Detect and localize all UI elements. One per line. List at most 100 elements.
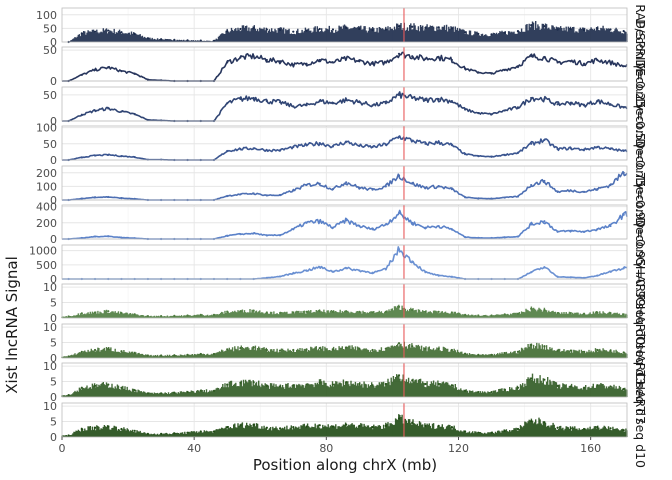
data-point	[226, 30, 229, 33]
y-tick-label: 0	[50, 75, 57, 88]
y-tick-label: 0	[50, 36, 57, 49]
data-point	[239, 97, 242, 101]
y-tick-label: 0	[50, 115, 57, 128]
data-point	[424, 226, 427, 229]
y-tick-label: 200	[36, 167, 57, 180]
facet-strip-label: Decon γ=0.25	[633, 19, 648, 108]
data-point	[622, 213, 625, 216]
data-point	[278, 101, 282, 104]
signal-track	[68, 21, 628, 42]
facet-strip-label: Decon γ=0.95	[633, 177, 648, 266]
data-point	[345, 98, 348, 102]
data-point	[173, 38, 176, 41]
data-point	[530, 419, 533, 423]
x-tick-label: 160	[580, 442, 601, 455]
y-tick-label: 50	[43, 138, 57, 151]
data-point	[80, 32, 83, 35]
y-tick-label: 5	[50, 337, 57, 350]
data-point	[411, 55, 414, 58]
data-point	[424, 382, 427, 386]
data-point	[596, 426, 599, 429]
data-point	[503, 196, 506, 199]
data-point	[278, 60, 282, 63]
data-point	[292, 311, 295, 314]
data-point	[278, 28, 282, 32]
data-point	[463, 389, 467, 392]
data-point	[556, 275, 559, 278]
data-point	[146, 118, 150, 122]
data-point	[477, 390, 480, 394]
data-point	[345, 219, 348, 222]
data-point	[530, 183, 533, 187]
data-point	[93, 311, 97, 314]
data-point	[490, 72, 493, 75]
data-point	[450, 348, 453, 352]
signal-track	[62, 91, 628, 122]
y-tick-label: 10	[43, 360, 57, 373]
data-point	[239, 424, 242, 427]
data-point	[530, 223, 533, 226]
data-point	[318, 381, 321, 384]
facet-strip-label: Decon γ=0.75	[633, 98, 648, 187]
facet-panel: 0 5 10 CHART seq d7	[43, 336, 648, 424]
data-point	[543, 138, 546, 142]
data-point	[397, 25, 401, 28]
data-point	[358, 101, 361, 104]
data-point	[556, 230, 559, 233]
data-point	[67, 355, 70, 358]
data-point	[530, 377, 533, 380]
data-point	[107, 195, 110, 199]
data-point	[278, 311, 282, 315]
data-point	[358, 347, 361, 350]
panel-border	[61, 165, 628, 201]
data-point	[345, 267, 348, 270]
data-point	[120, 350, 123, 353]
facet-strip-label: Decon γ=0.90	[633, 138, 648, 227]
data-point	[318, 266, 321, 269]
data-point	[371, 348, 374, 352]
y-tick-label: 50	[43, 89, 57, 102]
data-point	[358, 186, 361, 189]
data-point	[397, 342, 401, 345]
data-point	[397, 135, 401, 138]
data-point	[596, 100, 599, 103]
data-point	[345, 310, 348, 313]
data-point	[569, 60, 572, 63]
data-point	[305, 104, 308, 107]
data-point	[93, 426, 97, 429]
data-point	[371, 104, 374, 107]
data-point	[239, 56, 242, 59]
data-point	[173, 314, 176, 317]
data-point	[437, 424, 440, 427]
data-point	[186, 390, 189, 394]
data-point	[107, 347, 110, 350]
data-point	[530, 271, 533, 274]
data-point	[186, 353, 189, 357]
data-point	[384, 223, 387, 226]
data-point	[80, 113, 83, 116]
data-point	[345, 346, 348, 349]
data-point	[609, 224, 612, 228]
data-point	[490, 236, 493, 240]
data-point	[80, 156, 83, 159]
data-point	[516, 30, 520, 33]
data-point	[424, 186, 427, 189]
data-point	[411, 260, 414, 263]
data-point	[596, 228, 599, 231]
data-point	[133, 32, 136, 35]
data-point	[490, 155, 493, 158]
data-point	[199, 313, 202, 317]
data-point	[530, 307, 533, 310]
data-point	[569, 147, 572, 150]
data-point	[490, 197, 493, 200]
data-point	[543, 378, 546, 381]
data-point	[503, 429, 506, 432]
data-point	[450, 311, 453, 314]
facet-strip-label: Raw RAP/SPRITE	[633, 0, 648, 76]
data-point	[609, 28, 612, 31]
data-point	[80, 312, 83, 315]
data-point	[569, 276, 572, 279]
data-point	[437, 224, 440, 228]
data-point	[622, 65, 625, 68]
data-point	[371, 228, 374, 231]
